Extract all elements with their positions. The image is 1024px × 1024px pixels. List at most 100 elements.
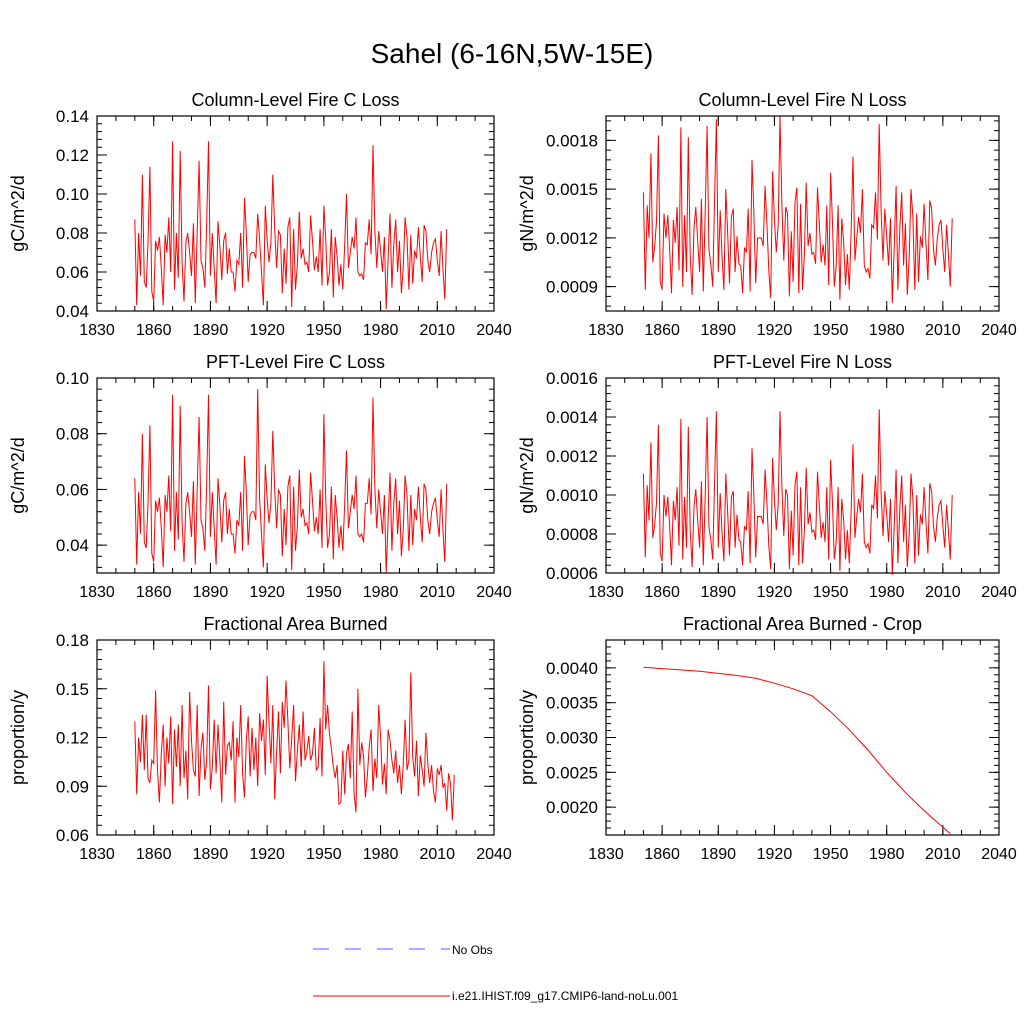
y-tick-label: 0.06 bbox=[56, 480, 89, 499]
x-tick-label: 2040 bbox=[981, 322, 1017, 339]
chart-panel-1: Column-Level Fire C Loss gC/m^2/d 1830 1860… bbox=[8, 90, 512, 339]
y-tick-label: 0.08 bbox=[56, 224, 89, 243]
x-tick-label: 2010 bbox=[419, 584, 455, 601]
y-tick-label: 0.0018 bbox=[546, 131, 598, 150]
x-tick-label: 1830 bbox=[588, 322, 624, 339]
chart-panel-3: PFT-Level Fire C Loss gC/m^2/d 1830 1860 189… bbox=[8, 352, 512, 601]
x-tick-label: 1860 bbox=[136, 584, 172, 601]
y-tick-label: 0.0012 bbox=[546, 447, 598, 466]
x-tick-label: 2040 bbox=[476, 322, 512, 339]
plot-frame bbox=[96, 377, 495, 574]
y-axis-label: proportion/y bbox=[8, 690, 28, 785]
panel-title: Column-Level Fire C Loss bbox=[191, 90, 399, 110]
plot-frame bbox=[96, 639, 495, 836]
x-tick-label: 2010 bbox=[419, 846, 455, 863]
x-tick-label: 1980 bbox=[869, 322, 905, 339]
panel-title: Fractional Area Burned - Crop bbox=[683, 614, 922, 634]
y-tick-label: 0.0014 bbox=[546, 408, 598, 427]
series-line bbox=[643, 666, 951, 834]
x-tick-label: 2010 bbox=[925, 584, 961, 601]
y-tick-label: 0.12 bbox=[56, 146, 89, 165]
series-line bbox=[642, 409, 953, 575]
figure-title: Sahel (6-16N,5W-15E) bbox=[370, 38, 654, 69]
x-tick-label: 1860 bbox=[136, 322, 172, 339]
x-tick-label: 1950 bbox=[306, 846, 342, 863]
panel-title: Column-Level Fire N Loss bbox=[698, 90, 906, 110]
chart-panel-2: Column-Level Fire N Loss gN/m^2/d 1830 1860… bbox=[517, 90, 1017, 339]
panel-title: PFT-Level Fire N Loss bbox=[713, 352, 892, 372]
x-tick-label: 1830 bbox=[588, 584, 624, 601]
y-tick-label: 0.09 bbox=[56, 777, 89, 796]
x-tick-label: 1980 bbox=[869, 846, 905, 863]
y-axis-label: proportion/y bbox=[517, 690, 537, 785]
y-tick-label: 0.04 bbox=[56, 536, 89, 555]
x-tick-label: 1920 bbox=[757, 584, 793, 601]
legend: No Obs i.e21.IHIST.f09_g17.CMIP6-land-noL… bbox=[313, 943, 678, 1003]
y-tick-label: 0.12 bbox=[56, 729, 89, 748]
y-tick-label: 0.0015 bbox=[546, 180, 598, 199]
x-tick-label: 1890 bbox=[193, 322, 229, 339]
x-tick-label: 1950 bbox=[306, 322, 342, 339]
y-tick-label: 0.10 bbox=[56, 185, 89, 204]
x-tick-label: 2040 bbox=[981, 846, 1017, 863]
chart-panel-5: Fractional Area Burned proportion/y 1830 18… bbox=[8, 614, 512, 863]
x-tick-label: 2040 bbox=[981, 584, 1017, 601]
x-tick-label: 1920 bbox=[249, 584, 285, 601]
x-tick-label: 1830 bbox=[79, 322, 115, 339]
panel-title: PFT-Level Fire C Loss bbox=[206, 352, 385, 372]
x-tick-label: 2010 bbox=[419, 322, 455, 339]
y-axis-label: gC/m^2/d bbox=[8, 175, 28, 251]
x-tick-label: 1950 bbox=[813, 322, 849, 339]
legend-label-no-obs: No Obs bbox=[452, 943, 493, 957]
series-line bbox=[134, 389, 448, 574]
y-tick-label: 0.0030 bbox=[546, 729, 598, 748]
plot-frame bbox=[96, 115, 495, 312]
x-tick-label: 1950 bbox=[813, 584, 849, 601]
x-tick-label: 1890 bbox=[700, 846, 736, 863]
y-tick-label: 0.08 bbox=[56, 425, 89, 444]
x-tick-label: 1950 bbox=[306, 584, 342, 601]
x-tick-label: 1980 bbox=[363, 846, 399, 863]
x-tick-label: 2010 bbox=[925, 846, 961, 863]
y-axis-label: gN/m^2/d bbox=[517, 437, 537, 513]
y-tick-label: 0.0012 bbox=[546, 229, 598, 248]
x-tick-label: 2040 bbox=[476, 846, 512, 863]
x-tick-label: 2040 bbox=[476, 584, 512, 601]
x-tick-label: 1890 bbox=[700, 584, 736, 601]
y-tick-label: 0.06 bbox=[56, 263, 89, 282]
y-tick-label: 0.0006 bbox=[546, 564, 598, 583]
y-tick-label: 0.18 bbox=[56, 631, 89, 650]
plot-frame bbox=[605, 377, 1000, 574]
x-tick-label: 1980 bbox=[363, 322, 399, 339]
y-tick-label: 0.10 bbox=[56, 369, 89, 388]
x-tick-label: 1890 bbox=[700, 322, 736, 339]
x-tick-label: 1830 bbox=[79, 846, 115, 863]
y-tick-label: 0.0020 bbox=[546, 798, 598, 817]
y-tick-label: 0.0025 bbox=[546, 763, 598, 782]
y-tick-label: 0.0016 bbox=[546, 369, 598, 388]
series-line bbox=[134, 141, 448, 310]
series-line bbox=[134, 661, 455, 821]
x-tick-label: 1920 bbox=[249, 322, 285, 339]
plot-frame bbox=[605, 639, 1000, 836]
y-tick-label: 0.0040 bbox=[546, 659, 598, 678]
x-tick-label: 1860 bbox=[136, 846, 172, 863]
x-tick-label: 1920 bbox=[757, 846, 793, 863]
y-tick-label: 0.0010 bbox=[546, 486, 598, 505]
series-line bbox=[642, 115, 953, 303]
x-tick-label: 1920 bbox=[249, 846, 285, 863]
y-tick-label: 0.14 bbox=[56, 107, 89, 126]
y-axis-label: gN/m^2/d bbox=[517, 175, 537, 251]
x-tick-label: 1890 bbox=[193, 584, 229, 601]
x-tick-label: 1860 bbox=[644, 846, 680, 863]
y-axis-label: gC/m^2/d bbox=[8, 437, 28, 513]
x-tick-label: 1860 bbox=[644, 584, 680, 601]
x-tick-label: 1980 bbox=[363, 584, 399, 601]
x-tick-label: 1830 bbox=[79, 584, 115, 601]
x-tick-label: 1860 bbox=[644, 322, 680, 339]
x-tick-label: 1830 bbox=[588, 846, 624, 863]
x-tick-label: 1980 bbox=[869, 584, 905, 601]
chart-panel-6: Fractional Area Burned - Crop proportion/… bbox=[517, 614, 1017, 863]
legend-label-model: i.e21.IHIST.f09_g17.CMIP6-land-noLu.001 bbox=[452, 989, 678, 1003]
x-tick-label: 2010 bbox=[925, 322, 961, 339]
